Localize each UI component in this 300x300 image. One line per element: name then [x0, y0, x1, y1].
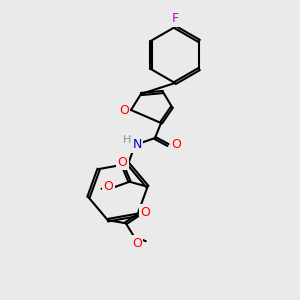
Text: O: O [171, 139, 181, 152]
Text: F: F [171, 13, 178, 26]
Text: O: O [132, 237, 142, 250]
Text: N: N [132, 139, 142, 152]
Text: O: O [119, 103, 129, 116]
Text: O: O [103, 180, 113, 193]
Text: H: H [123, 135, 131, 145]
Text: O: O [118, 156, 128, 169]
Text: O: O [140, 206, 150, 219]
